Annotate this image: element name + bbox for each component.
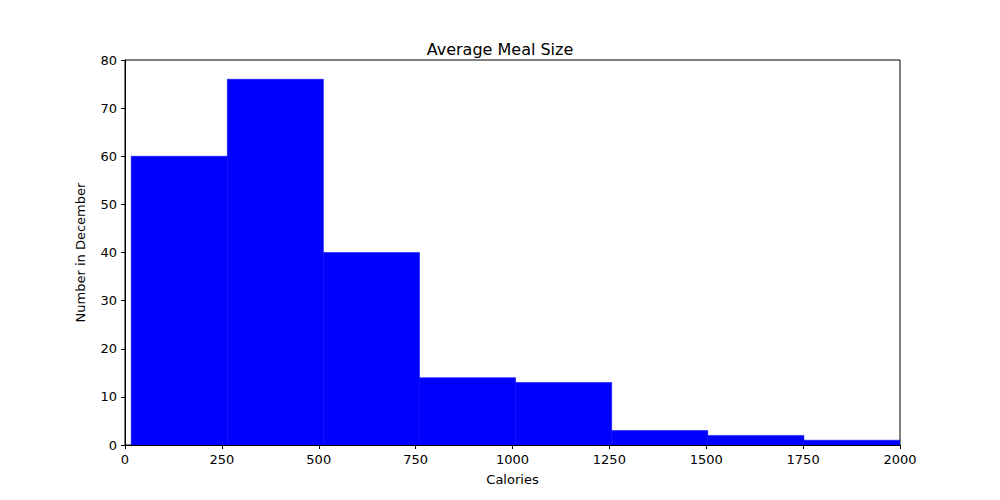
svg-text:500: 500 xyxy=(306,452,331,467)
svg-text:0: 0 xyxy=(109,438,117,453)
svg-text:2000: 2000 xyxy=(883,452,916,467)
svg-text:40: 40 xyxy=(100,245,117,260)
svg-text:60: 60 xyxy=(100,149,117,164)
svg-text:1250: 1250 xyxy=(593,452,626,467)
svg-text:30: 30 xyxy=(100,293,117,308)
svg-text:0: 0 xyxy=(121,452,129,467)
svg-text:250: 250 xyxy=(209,452,234,467)
svg-text:10: 10 xyxy=(100,389,117,404)
svg-text:50: 50 xyxy=(100,197,117,212)
svg-text:750: 750 xyxy=(403,452,428,467)
svg-text:80: 80 xyxy=(100,53,117,68)
svg-text:Average Meal Size: Average Meal Size xyxy=(427,40,574,59)
svg-text:70: 70 xyxy=(100,101,117,116)
svg-text:1500: 1500 xyxy=(690,452,723,467)
svg-text:Calories: Calories xyxy=(486,472,539,487)
svg-text:Number in December: Number in December xyxy=(73,182,88,322)
svg-text:20: 20 xyxy=(100,341,117,356)
svg-text:1750: 1750 xyxy=(787,452,820,467)
svg-text:1000: 1000 xyxy=(496,452,529,467)
